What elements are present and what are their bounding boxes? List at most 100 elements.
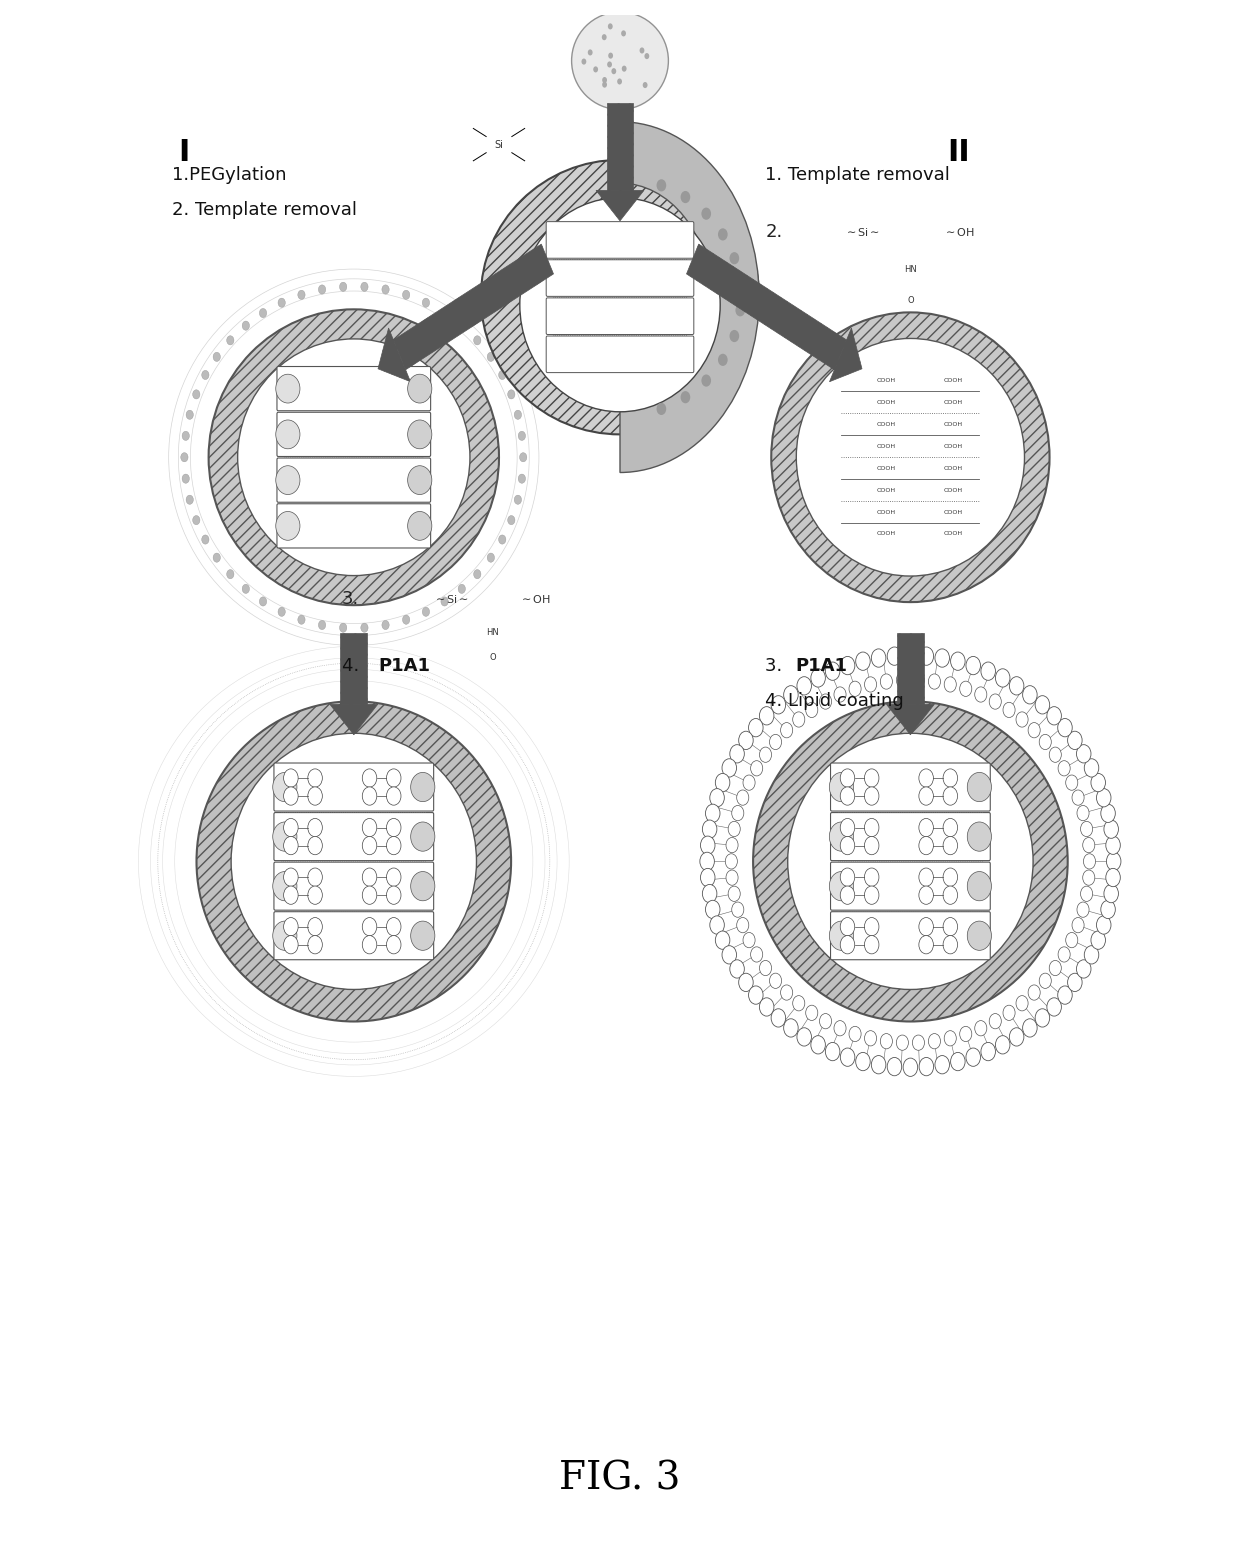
Circle shape	[702, 375, 711, 387]
Text: COOH: COOH	[877, 488, 895, 493]
Circle shape	[880, 1034, 893, 1048]
Circle shape	[181, 453, 188, 462]
Circle shape	[361, 281, 368, 291]
Text: $\sim$OH: $\sim$OH	[942, 225, 975, 238]
Text: FIG. 3: FIG. 3	[559, 1460, 681, 1497]
Circle shape	[298, 616, 305, 624]
Ellipse shape	[408, 420, 432, 449]
Circle shape	[797, 676, 811, 695]
Circle shape	[732, 805, 744, 821]
Circle shape	[887, 1057, 901, 1076]
Circle shape	[944, 837, 957, 855]
Circle shape	[487, 554, 495, 563]
Text: $\sim$Si$\sim$: $\sim$Si$\sim$	[433, 592, 469, 605]
Text: COOH: COOH	[944, 421, 962, 428]
Circle shape	[308, 818, 322, 837]
Circle shape	[1039, 973, 1052, 989]
Ellipse shape	[275, 465, 300, 494]
Circle shape	[621, 65, 626, 72]
Circle shape	[702, 885, 717, 903]
Circle shape	[749, 718, 763, 737]
Circle shape	[864, 768, 879, 787]
Circle shape	[864, 676, 877, 692]
Circle shape	[642, 82, 647, 89]
Circle shape	[996, 1036, 1009, 1054]
Circle shape	[897, 1036, 909, 1050]
Ellipse shape	[572, 12, 668, 109]
Polygon shape	[887, 704, 935, 736]
Circle shape	[362, 917, 377, 936]
Polygon shape	[897, 633, 924, 704]
Circle shape	[759, 998, 774, 1015]
Circle shape	[1009, 1028, 1024, 1047]
Circle shape	[919, 917, 934, 936]
Circle shape	[308, 917, 322, 936]
Circle shape	[835, 687, 846, 703]
Circle shape	[960, 1026, 972, 1042]
Circle shape	[841, 868, 854, 886]
Text: 3.: 3.	[342, 589, 358, 608]
Circle shape	[811, 1036, 826, 1054]
Circle shape	[1047, 998, 1061, 1015]
Circle shape	[498, 535, 506, 544]
Circle shape	[841, 818, 854, 837]
Circle shape	[681, 191, 691, 204]
Circle shape	[826, 1042, 839, 1061]
Circle shape	[361, 624, 368, 633]
Ellipse shape	[771, 313, 1049, 602]
Circle shape	[849, 681, 861, 697]
Circle shape	[806, 1005, 818, 1020]
Circle shape	[841, 656, 854, 675]
Ellipse shape	[410, 871, 435, 900]
Circle shape	[737, 790, 749, 805]
Circle shape	[887, 647, 901, 666]
Circle shape	[1091, 931, 1106, 949]
Circle shape	[841, 1048, 854, 1067]
Circle shape	[340, 624, 347, 633]
Ellipse shape	[967, 823, 992, 851]
Circle shape	[749, 986, 763, 1005]
Circle shape	[403, 291, 409, 300]
Ellipse shape	[967, 773, 992, 802]
Circle shape	[864, 818, 879, 837]
Circle shape	[1058, 760, 1070, 776]
Circle shape	[458, 585, 465, 594]
Polygon shape	[596, 190, 644, 221]
Circle shape	[944, 868, 957, 886]
Circle shape	[1039, 734, 1052, 750]
Text: COOH: COOH	[944, 443, 962, 449]
Circle shape	[806, 703, 818, 717]
Ellipse shape	[967, 921, 992, 950]
Circle shape	[387, 837, 401, 855]
Circle shape	[1083, 869, 1095, 885]
Circle shape	[515, 494, 522, 504]
Circle shape	[1028, 723, 1040, 737]
Polygon shape	[606, 104, 634, 190]
Text: COOH: COOH	[944, 488, 962, 493]
Ellipse shape	[830, 773, 853, 802]
Circle shape	[864, 868, 879, 886]
Circle shape	[759, 746, 771, 762]
Text: COOH: COOH	[877, 443, 895, 449]
Circle shape	[1106, 868, 1120, 886]
FancyBboxPatch shape	[274, 813, 434, 860]
Circle shape	[362, 868, 377, 886]
Text: COOH: COOH	[877, 400, 895, 404]
Circle shape	[944, 676, 956, 692]
Circle shape	[864, 787, 879, 805]
Circle shape	[308, 886, 322, 905]
Circle shape	[944, 1031, 956, 1047]
Circle shape	[1068, 973, 1083, 992]
Circle shape	[864, 936, 879, 953]
Ellipse shape	[410, 921, 435, 950]
Circle shape	[1084, 759, 1099, 778]
Circle shape	[441, 597, 448, 606]
Circle shape	[864, 917, 879, 936]
Circle shape	[518, 431, 526, 440]
Circle shape	[593, 67, 598, 73]
Circle shape	[441, 308, 448, 317]
Circle shape	[722, 945, 737, 964]
Circle shape	[1065, 933, 1078, 947]
Circle shape	[903, 647, 918, 664]
Circle shape	[715, 931, 730, 949]
